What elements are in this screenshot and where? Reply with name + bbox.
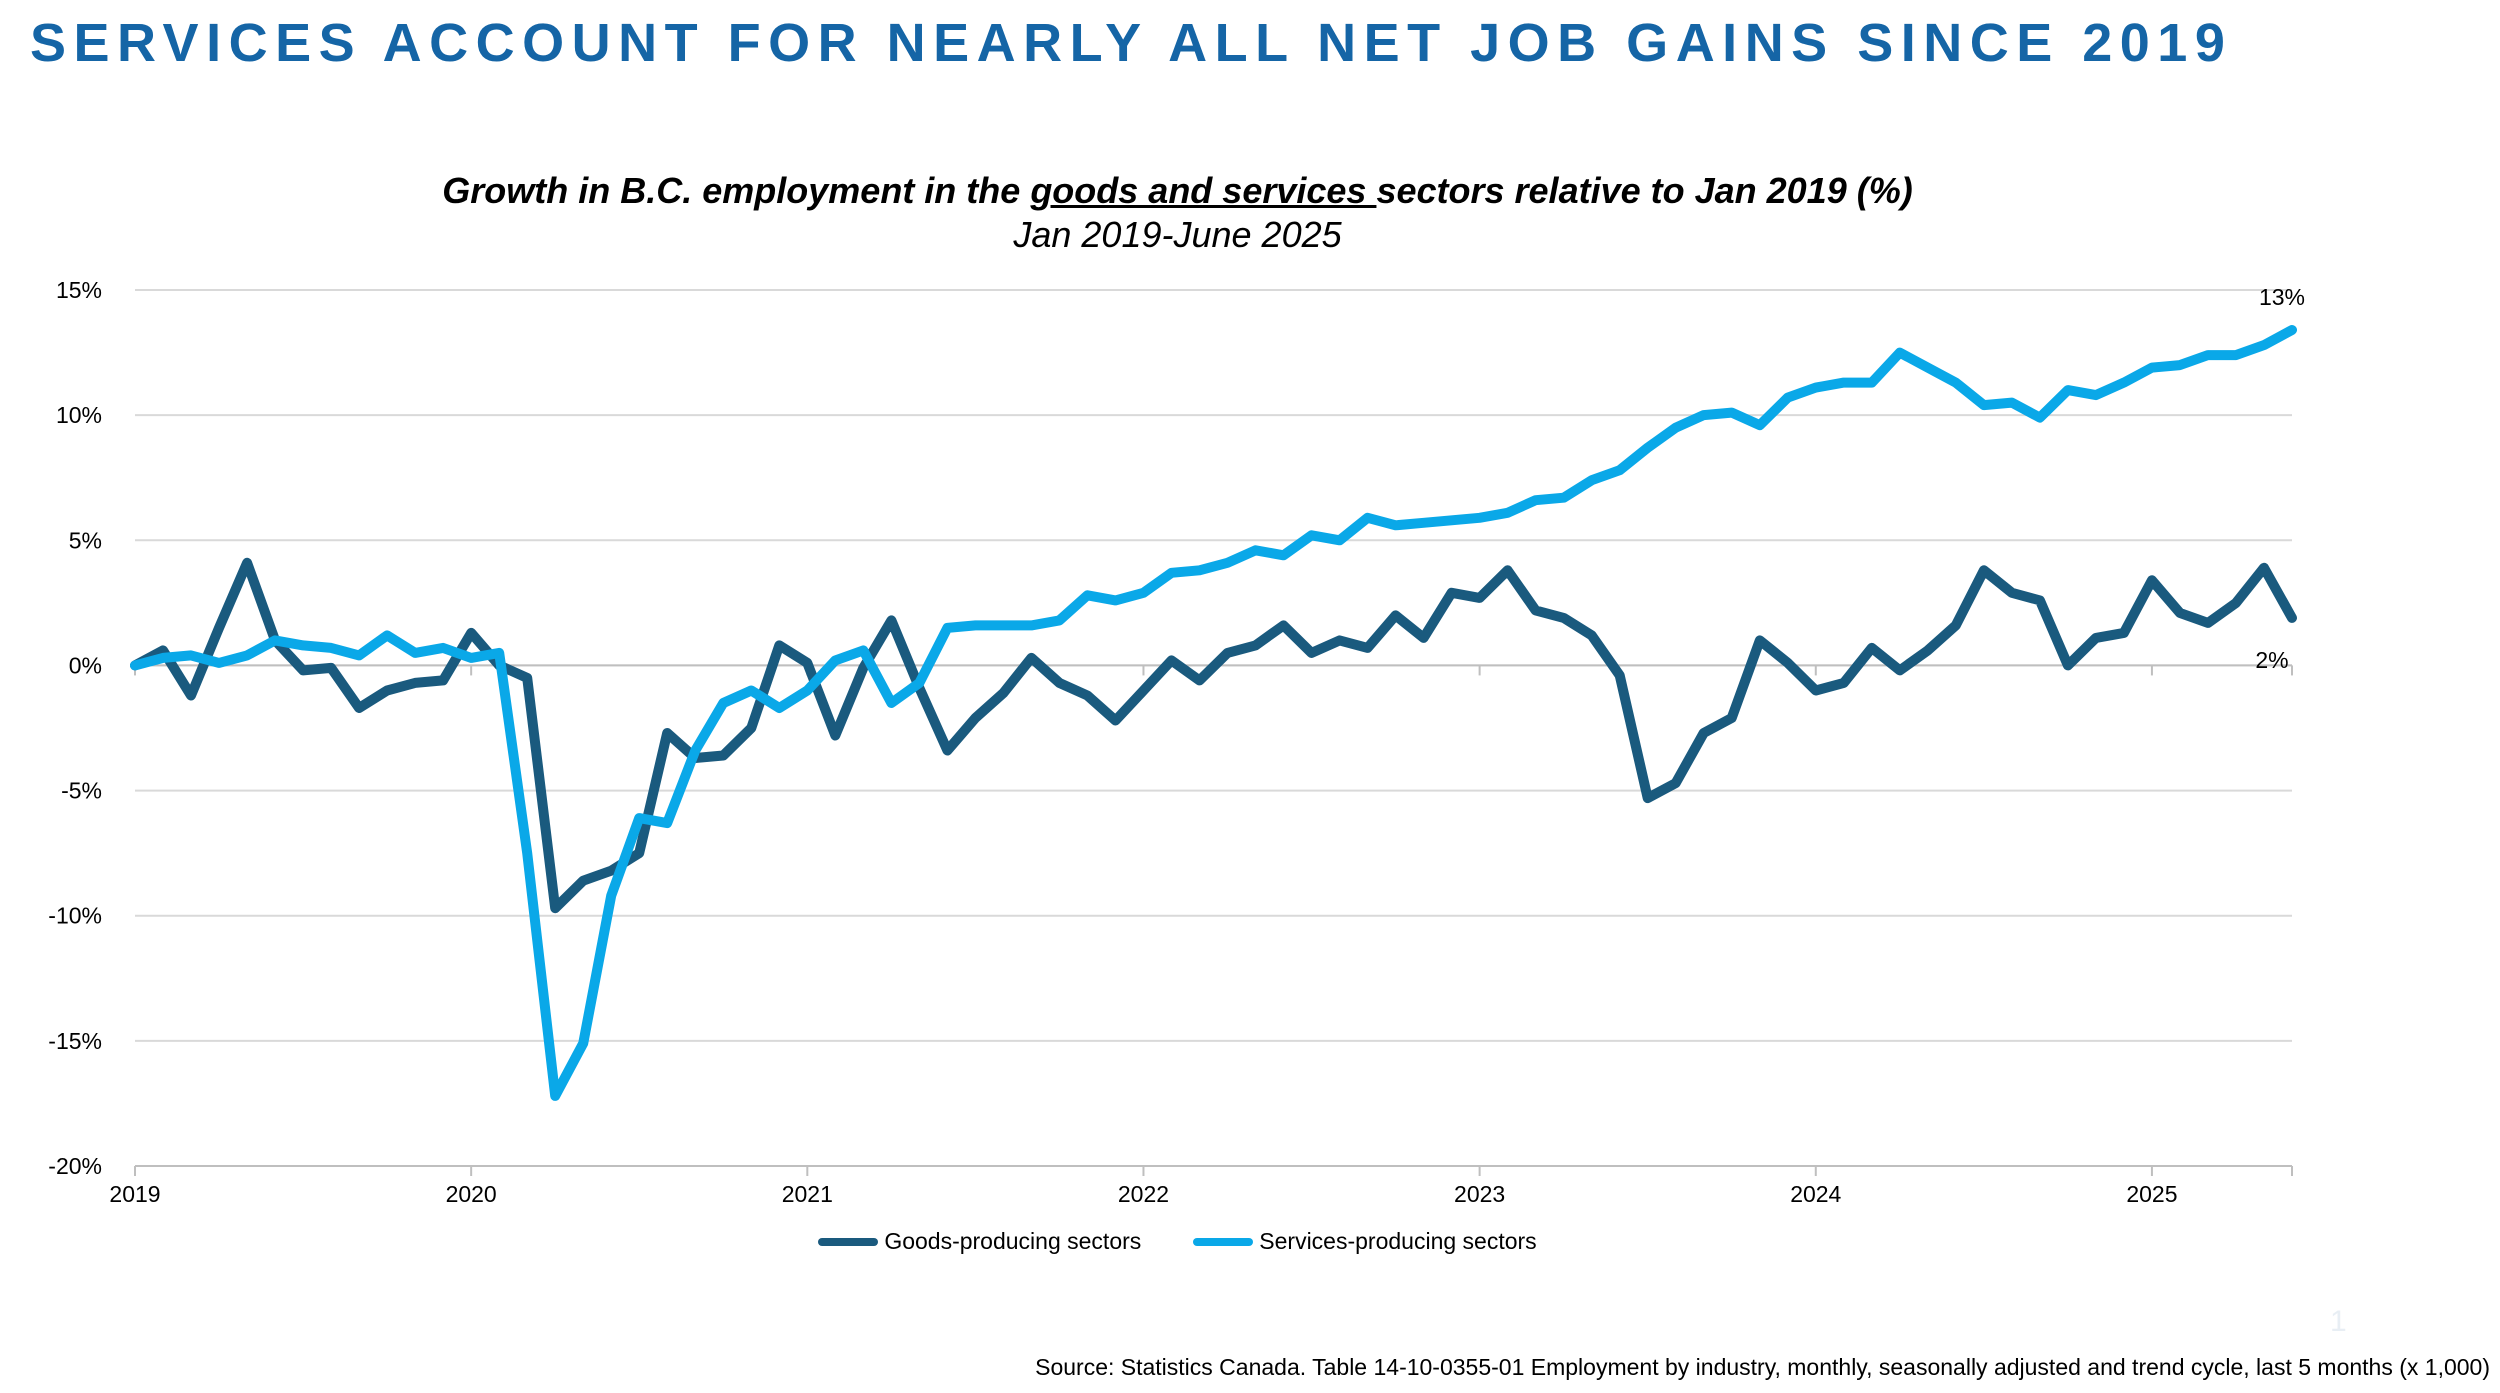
end-label-goods: 2% bbox=[2255, 647, 2288, 673]
x-tick-label: 2023 bbox=[1454, 1181, 1505, 1207]
x-tick-label: 2025 bbox=[2126, 1181, 2177, 1207]
legend-swatch-goods bbox=[818, 1237, 879, 1246]
legend-swatch-services bbox=[1193, 1237, 1254, 1246]
legend-item-goods: Goods-producing sectors bbox=[818, 1228, 1141, 1255]
legend-label-services: Services-producing sectors bbox=[1259, 1228, 1537, 1254]
y-tick-label: -10% bbox=[48, 903, 102, 929]
chart-title-part-2: goods and services bbox=[1030, 170, 1377, 211]
y-tick-label: 15% bbox=[56, 277, 102, 303]
legend-item-services: Services-producing sectors bbox=[1193, 1228, 1537, 1255]
end-label-services: 13% bbox=[2259, 284, 2305, 310]
y-tick-label: -20% bbox=[48, 1153, 102, 1179]
slide-title: SERVICES ACCOUNT FOR NEARLY ALL NET JOB … bbox=[30, 13, 2233, 73]
source-note: Source: Statistics Canada. Table 14-10-0… bbox=[1035, 1354, 2490, 1380]
chart-title: Growth in B.C. employment in the goods a… bbox=[0, 170, 2355, 212]
x-tick-label: 2021 bbox=[782, 1181, 833, 1207]
x-tick-label: 2019 bbox=[109, 1181, 160, 1207]
chart-subtitle: Jan 2019-June 2025 bbox=[1013, 214, 1342, 255]
y-tick-label: -15% bbox=[48, 1028, 102, 1054]
y-tick-label: 5% bbox=[69, 527, 102, 553]
y-tick-label: 0% bbox=[69, 652, 102, 678]
x-tick-label: 2022 bbox=[1118, 1181, 1169, 1207]
chart-title-part-3: sectors relative to Jan 2019 (%) bbox=[1376, 170, 1913, 211]
x-tick-label: 2024 bbox=[1790, 1181, 1841, 1207]
chart-legend: Goods-producing sectors Services-produci… bbox=[0, 1228, 2355, 1255]
legend-label-goods: Goods-producing sectors bbox=[884, 1228, 1142, 1254]
chart-title-part-1: Growth in B.C. employment in the bbox=[442, 170, 1031, 211]
y-tick-label: -5% bbox=[61, 778, 102, 804]
y-tick-label: 10% bbox=[56, 402, 102, 428]
series-line-goods bbox=[130, 557, 2297, 914]
series-line-services bbox=[130, 325, 2297, 1101]
x-tick-label: 2020 bbox=[446, 1181, 497, 1207]
page-number: 1 bbox=[2330, 1305, 2347, 1338]
